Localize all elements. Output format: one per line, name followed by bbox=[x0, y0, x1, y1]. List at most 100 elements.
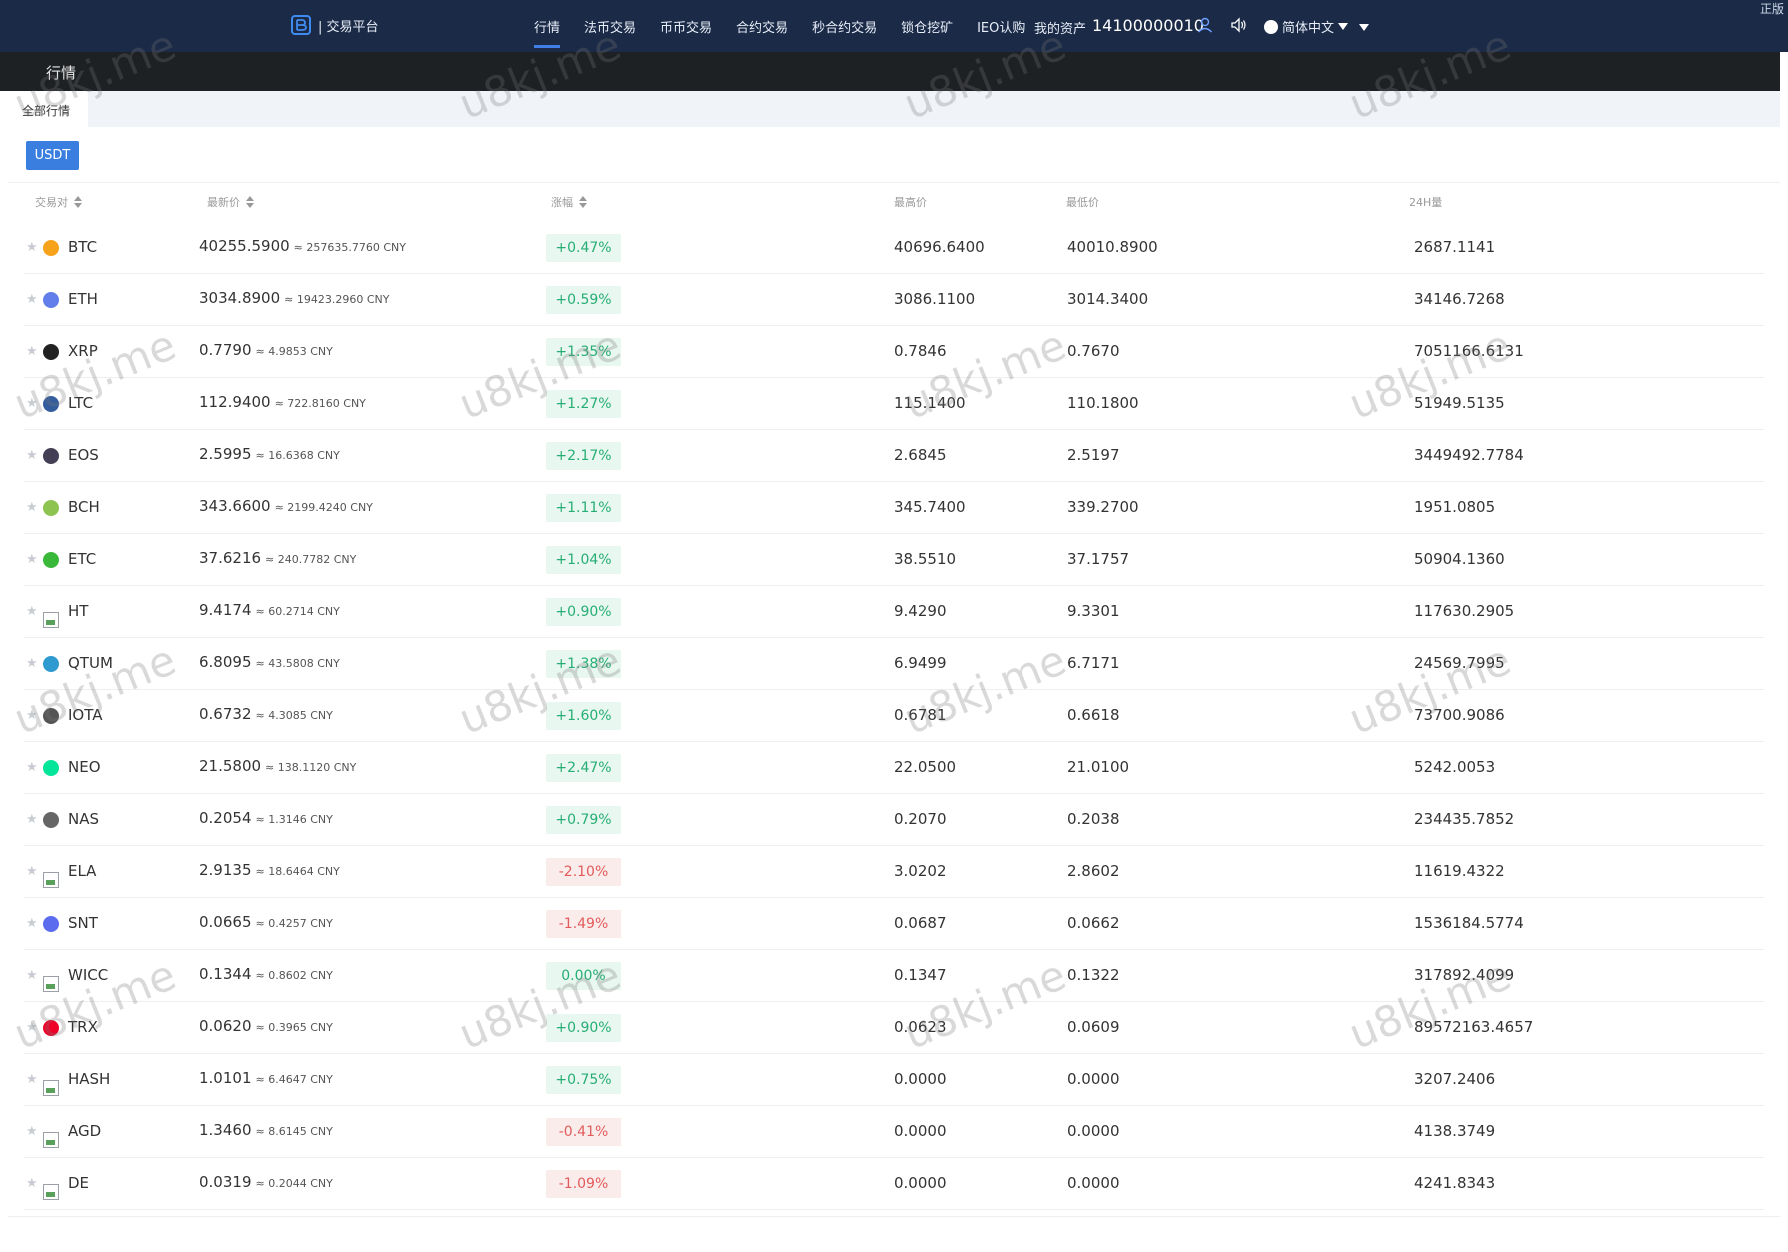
favorite-star-icon[interactable]: ★ bbox=[26, 1020, 38, 1035]
table-row[interactable]: ★ NEO 22.0500 21.0100 5242.0053 21.5800 ≈ 138.… bbox=[0, 742, 1788, 794]
table-row[interactable]: ★ LTC 115.1400 110.1800 51949.5135 112.9400 ≈ … bbox=[0, 378, 1788, 430]
table-row[interactable]: ★ SNT 0.0687 0.0662 1536184.5774 0.0665 ≈ 0.42… bbox=[0, 898, 1788, 950]
sort-icon[interactable] bbox=[579, 196, 587, 208]
row-divider bbox=[24, 793, 1764, 794]
favorite-star-icon[interactable]: ★ bbox=[26, 500, 38, 515]
low-price: 0.2038 bbox=[1067, 810, 1120, 828]
table-row[interactable]: ★ HASH 0.0000 0.0000 3207.2406 1.0101 ≈ 6.4647… bbox=[0, 1054, 1788, 1106]
favorite-star-icon[interactable]: ★ bbox=[26, 864, 38, 879]
change-badge: +1.38% bbox=[546, 650, 621, 678]
speaker-icon[interactable] bbox=[1230, 16, 1248, 34]
coin-icon bbox=[43, 812, 59, 828]
table-row[interactable]: ★ WICC 0.1347 0.1322 317892.4099 0.1344 ≈ 0.86… bbox=[0, 950, 1788, 1002]
nav-fiat-trade[interactable]: 法币交易 bbox=[584, 21, 637, 36]
sort-icon[interactable] bbox=[246, 196, 254, 208]
favorite-star-icon[interactable]: ★ bbox=[26, 396, 38, 411]
high-price: 0.7846 bbox=[894, 342, 947, 360]
favorite-star-icon[interactable]: ★ bbox=[26, 448, 38, 463]
volume-24h: 1536184.5774 bbox=[1414, 914, 1524, 932]
high-price: 0.0687 bbox=[894, 914, 947, 932]
favorite-star-icon[interactable]: ★ bbox=[26, 656, 38, 671]
table-row[interactable]: ★ ELA 3.0202 2.8602 11619.4322 2.9135 ≈ 18.646… bbox=[0, 846, 1788, 898]
favorite-star-icon[interactable]: ★ bbox=[26, 968, 38, 983]
high-price: 115.1400 bbox=[894, 394, 966, 412]
favorite-star-icon[interactable]: ★ bbox=[26, 240, 38, 255]
table-row[interactable]: ★ ETC 38.5510 37.1757 50904.1360 37.6216 ≈ 240… bbox=[0, 534, 1788, 586]
nav-market[interactable]: 行情 bbox=[534, 17, 561, 48]
row-divider bbox=[24, 273, 1764, 274]
nav-staking[interactable]: 锁仓挖矿 bbox=[901, 21, 954, 36]
favorite-star-icon[interactable]: ★ bbox=[26, 1072, 38, 1087]
price-value: 21.5800 bbox=[199, 757, 262, 775]
latest-price: 343.6600 ≈ 2199.4240 CNY bbox=[199, 497, 373, 515]
price-value: 0.0665 bbox=[199, 913, 252, 931]
tab-all-markets[interactable]: 全部行情 bbox=[8, 91, 88, 127]
divider bbox=[8, 182, 1780, 183]
coin-icon bbox=[43, 1020, 59, 1036]
table-row[interactable]: ★ BTC 40696.6400 40010.8900 2687.1141 40255.5… bbox=[0, 222, 1788, 274]
favorite-star-icon[interactable]: ★ bbox=[26, 916, 38, 931]
language-selector[interactable]: 简体中文 bbox=[1264, 17, 1349, 36]
change-badge: +1.04% bbox=[546, 546, 621, 574]
favorite-star-icon[interactable]: ★ bbox=[26, 552, 38, 567]
nav-contract-trade[interactable]: 合约交易 bbox=[736, 21, 789, 36]
volume-24h: 24569.7995 bbox=[1414, 654, 1505, 672]
account-number[interactable]: 14100000010 bbox=[1092, 16, 1204, 35]
high-price: 22.0500 bbox=[894, 758, 957, 776]
volume-24h: 317892.4099 bbox=[1414, 966, 1515, 984]
user-icon[interactable] bbox=[1196, 16, 1214, 34]
table-row[interactable]: ★ TRX 0.0623 0.0609 89572163.4657 0.0620 ≈ 0.3… bbox=[0, 1002, 1788, 1054]
table-row[interactable]: ★ XRP 0.7846 0.7670 7051166.6131 0.7790 ≈ 4.98… bbox=[0, 326, 1788, 378]
coin-icon bbox=[43, 656, 59, 672]
low-price: 0.0662 bbox=[1067, 914, 1120, 932]
high-price: 2.6845 bbox=[894, 446, 947, 464]
brand[interactable]: | 交易平台 bbox=[290, 14, 379, 36]
volume-24h: 51949.5135 bbox=[1414, 394, 1505, 412]
low-price: 0.0609 bbox=[1067, 1018, 1120, 1036]
volume-24h: 11619.4322 bbox=[1414, 862, 1505, 880]
header-pair[interactable]: 交易对 bbox=[35, 194, 82, 210]
sort-icon[interactable] bbox=[74, 196, 82, 208]
favorite-star-icon[interactable]: ★ bbox=[26, 812, 38, 827]
coin-name: DE bbox=[68, 1174, 90, 1192]
nav-second-contract[interactable]: 秒合约交易 bbox=[812, 21, 878, 36]
table-row[interactable]: ★ QTUM 6.9499 6.7171 24569.7995 6.8095 ≈ 43.58… bbox=[0, 638, 1788, 690]
volume-24h: 4138.3749 bbox=[1414, 1122, 1496, 1140]
coin-name: QTUM bbox=[68, 654, 113, 672]
price-value: 3034.8900 bbox=[199, 289, 281, 307]
favorite-star-icon[interactable]: ★ bbox=[26, 1176, 38, 1191]
table-row[interactable]: ★ AGD 0.0000 0.0000 4138.3749 1.3460 ≈ 8.6145 … bbox=[0, 1106, 1788, 1158]
favorite-star-icon[interactable]: ★ bbox=[26, 708, 38, 723]
favorite-star-icon[interactable]: ★ bbox=[26, 1124, 38, 1139]
nav-spot-trade[interactable]: 币币交易 bbox=[660, 21, 713, 36]
table-row[interactable]: ★ BCH 345.7400 339.2700 1951.0805 343.6600 ≈ 2… bbox=[0, 482, 1788, 534]
more-menu-chevron-icon[interactable] bbox=[1359, 24, 1369, 31]
favorite-star-icon[interactable]: ★ bbox=[26, 604, 38, 619]
coin-name: LTC bbox=[68, 394, 94, 412]
table-row[interactable]: ★ HT 9.4290 9.3301 117630.2905 9.4174 ≈ 60.271… bbox=[0, 586, 1788, 638]
header-price[interactable]: 最新价 bbox=[207, 194, 254, 210]
table-row[interactable]: ★ DE 0.0000 0.0000 4241.8343 0.0319 ≈ 0.2044 C… bbox=[0, 1158, 1788, 1210]
tab-row bbox=[8, 91, 1780, 127]
table-row[interactable]: ★ EOS 2.6845 2.5197 3449492.7784 2.5995 ≈ 16.6… bbox=[0, 430, 1788, 482]
change-badge: +0.90% bbox=[546, 1014, 621, 1042]
table-row[interactable]: ★ ETH 3086.1100 3014.3400 34146.7268 3034.890… bbox=[0, 274, 1788, 326]
favorite-star-icon[interactable]: ★ bbox=[26, 292, 38, 307]
favorite-star-icon[interactable]: ★ bbox=[26, 344, 38, 359]
high-price: 40696.6400 bbox=[894, 238, 985, 256]
header-change[interactable]: 涨幅 bbox=[551, 194, 587, 210]
header-high: 最高价 bbox=[894, 194, 927, 210]
my-assets-link[interactable]: 我的资产 bbox=[1034, 22, 1087, 37]
coin-icon bbox=[43, 500, 59, 516]
table-row[interactable]: ★ NAS 0.2070 0.2038 234435.7852 0.2054 ≈ 1.314… bbox=[0, 794, 1788, 846]
favorite-star-icon[interactable]: ★ bbox=[26, 760, 38, 775]
header-low-label: 最低价 bbox=[1066, 196, 1099, 209]
nav-ieo[interactable]: IEO认购 bbox=[977, 21, 1026, 36]
latest-price: 0.0665 ≈ 0.4257 CNY bbox=[199, 913, 333, 931]
low-price: 2.5197 bbox=[1067, 446, 1120, 464]
row-divider bbox=[24, 1157, 1764, 1158]
usdt-filter-button[interactable]: USDT bbox=[26, 141, 79, 170]
table-row[interactable]: ★ IOTA 0.6781 0.6618 73700.9086 0.6732 ≈ 4.308… bbox=[0, 690, 1788, 742]
header-price-label: 最新价 bbox=[207, 196, 240, 209]
header-volume-label: 24H量 bbox=[1409, 196, 1443, 209]
